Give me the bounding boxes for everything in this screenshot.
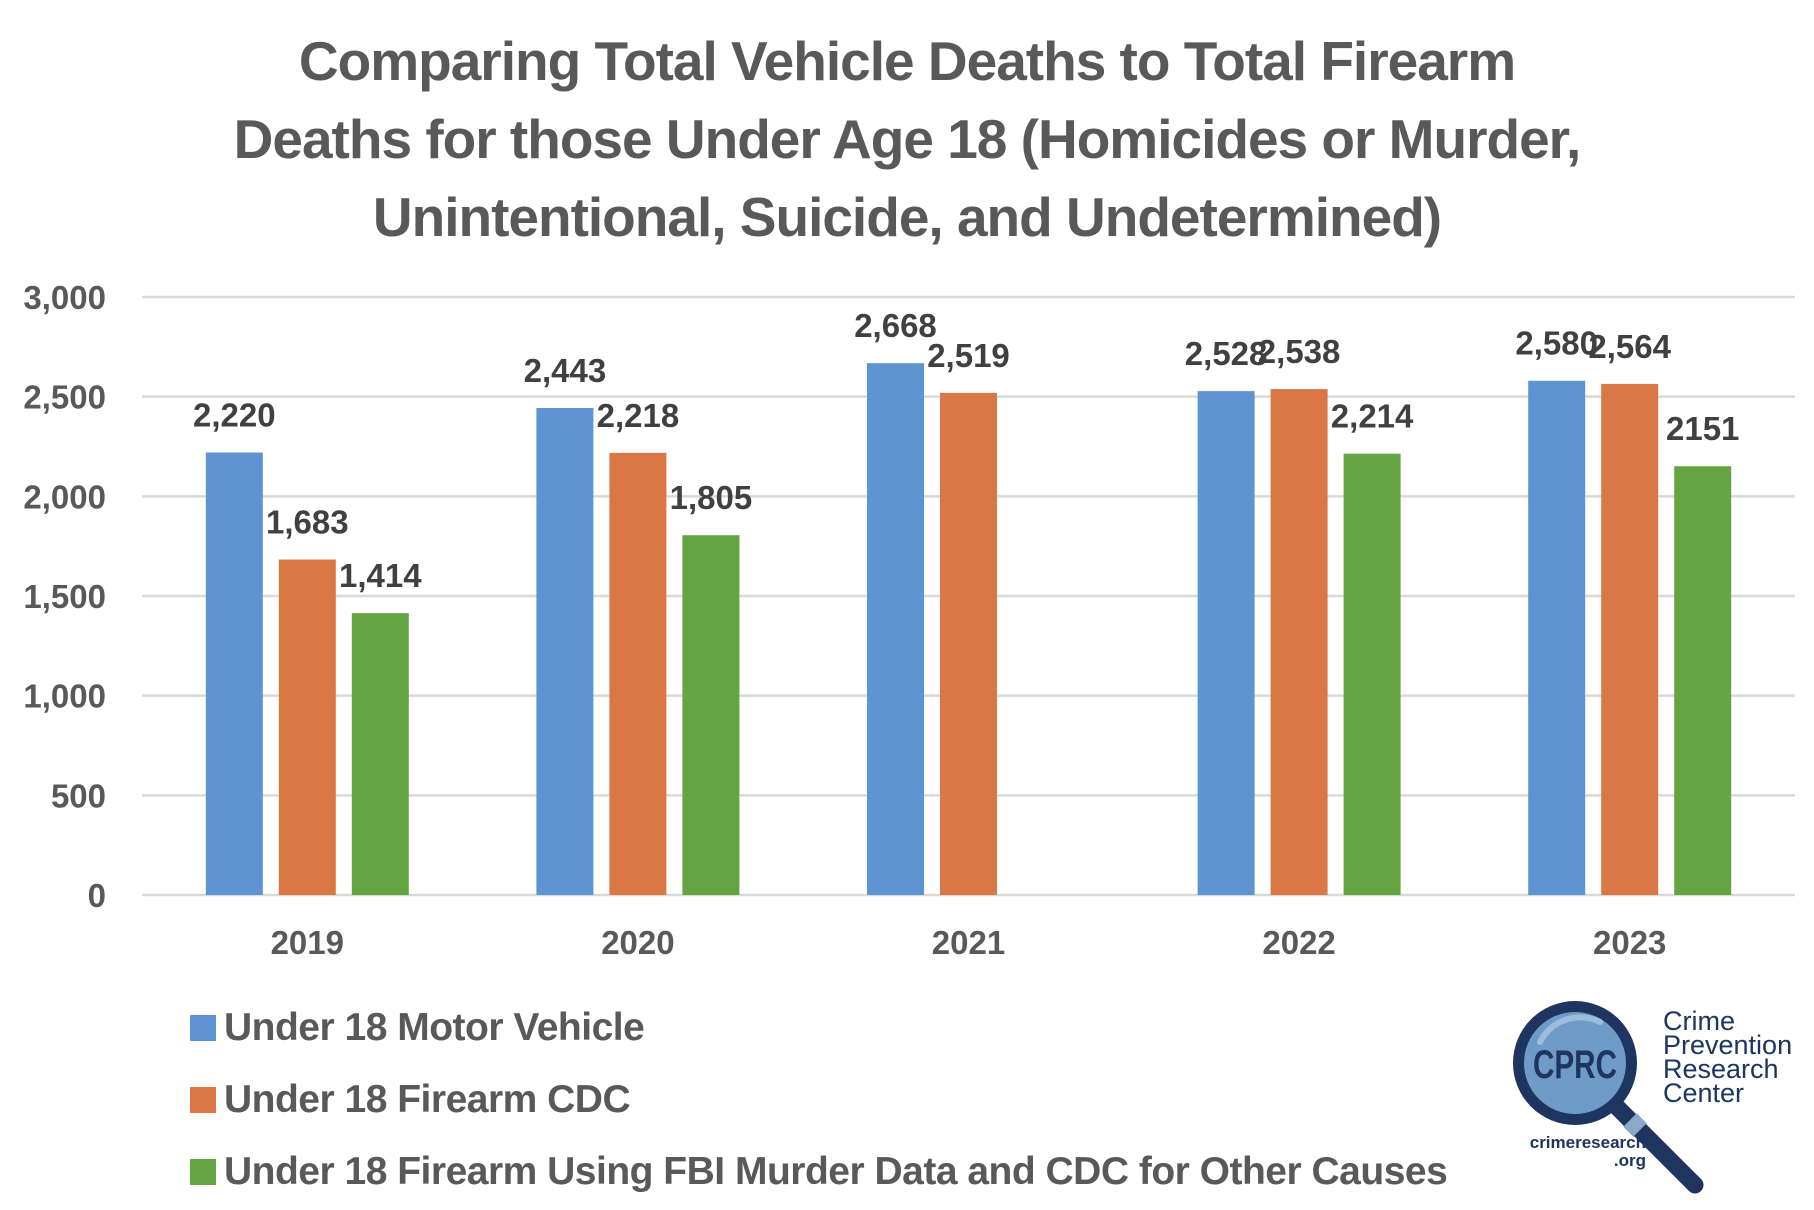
x-tick-label: 2019	[271, 924, 344, 961]
chart-title-line-3: Unintentional, Suicide, and Undetermined…	[372, 186, 1442, 248]
logo-badge-text: CPRC	[1533, 1043, 1617, 1087]
logo-url-line-1: crimeresearch	[1530, 1133, 1646, 1152]
bar-2023-series-3	[1674, 466, 1732, 895]
bar-2023-series-1	[1528, 380, 1586, 896]
bars	[205, 363, 1732, 896]
legend-label-firearm-fbi: Under 18 Firearm Using FBI Murder Data a…	[224, 1150, 1448, 1193]
logo-name-line-3: Research	[1663, 1054, 1779, 1084]
data-label-2022-series-2: 2,538	[1258, 333, 1341, 370]
legend-swatch-firearm-fbi	[190, 1159, 216, 1185]
bar-2022-series-3	[1343, 453, 1401, 895]
legend: Under 18 Motor Vehicle Under 18 Firearm …	[190, 992, 1448, 1208]
y-tick-label: 500	[51, 777, 106, 814]
data-label-2023-series-2: 2,564	[1588, 328, 1671, 365]
data-label-2019-series-2: 1,683	[266, 504, 349, 541]
y-tick-label: 1,000	[23, 678, 106, 715]
data-label-2019-series-3: 1,414	[339, 557, 422, 594]
bar-2021-series-1	[867, 363, 924, 895]
magnifying-glass-icon: CPRC	[1513, 1001, 1704, 1194]
x-axis-tick-labels: 2019 2020 2021 2022 2023	[271, 924, 1667, 961]
y-tick-label: 3,000	[23, 279, 106, 316]
bar-2022-series-1	[1197, 391, 1255, 895]
cprc-logo: CPRC Crime Prevention Research Center cr…	[1513, 1001, 1792, 1194]
legend-item-firearm-fbi: Under 18 Firearm Using FBI Murder Data a…	[190, 1136, 1448, 1208]
legend-label-motor-vehicle: Under 18 Motor Vehicle	[224, 1006, 645, 1049]
data-label-2020-series-2: 2,218	[597, 397, 680, 434]
logo-name-line-4: Center	[1663, 1078, 1744, 1108]
logo-name-line-1: Crime	[1663, 1006, 1735, 1036]
legend-label-firearm-cdc: Under 18 Firearm CDC	[224, 1078, 631, 1121]
bar-2023-series-2	[1601, 383, 1659, 895]
data-label-2022-series-1: 2,528	[1185, 335, 1268, 372]
data-label-2019-series-1: 2,220	[193, 396, 276, 433]
bar-2021-series-2	[940, 392, 997, 895]
data-label-2023-series-1: 2,580	[1515, 325, 1598, 362]
data-label-2020-series-3: 1,805	[670, 479, 753, 516]
y-tick-label: 2,000	[23, 478, 106, 515]
bar-2020-series-3	[682, 535, 740, 895]
bar-2022-series-2	[1270, 389, 1328, 895]
legend-swatch-motor-vehicle	[190, 1015, 216, 1041]
data-label-2021-series-2: 2,519	[927, 337, 1010, 374]
legend-swatch-firearm-cdc	[190, 1087, 216, 1113]
logo-url-line-2: .org	[1614, 1151, 1646, 1170]
x-tick-label: 2020	[601, 924, 674, 961]
bar-chart: 0 500 1,000 1,500 2,000 2,500 3,000 2,220 1,683…	[23, 279, 1795, 961]
data-label-2020-series-1: 2,443	[524, 352, 607, 389]
y-axis-tick-labels: 0 500 1,000 1,500 2,000 2,500 3,000	[23, 279, 106, 914]
data-label-2022-series-3: 2,214	[1331, 398, 1414, 435]
y-tick-label: 1,500	[23, 578, 106, 615]
logo-name-line-2: Prevention	[1663, 1030, 1792, 1060]
legend-item-motor-vehicle: Under 18 Motor Vehicle	[190, 992, 1447, 1064]
legend-item-firearm-cdc: Under 18 Firearm CDC	[190, 1064, 1447, 1136]
chart-title: Comparing Total Vehicle Deaths to Total …	[0, 22, 1814, 256]
bar-2020-series-2	[609, 452, 667, 895]
x-tick-label: 2022	[1262, 924, 1335, 961]
x-tick-label: 2021	[932, 924, 1005, 961]
data-label-2021-series-1: 2,668	[854, 307, 937, 344]
bar-2019-series-2	[278, 559, 336, 895]
bar-2020-series-1	[536, 408, 594, 895]
y-tick-label: 0	[88, 877, 106, 914]
bar-2019-series-1	[205, 452, 263, 895]
data-labels: 2,220 1,683 1,414 2,443 2,218 1,805 2,6682,519…	[193, 307, 1739, 594]
data-label-2023-series-3: 2151	[1666, 410, 1739, 447]
bar-2019-series-3	[351, 613, 409, 895]
x-tick-label: 2023	[1593, 924, 1666, 961]
chart-title-line-1: Comparing Total Vehicle Deaths to Total …	[298, 30, 1516, 92]
chart-title-line-2: Deaths for those Under Age 18 (Homicides…	[233, 108, 1582, 170]
y-tick-label: 2,500	[23, 379, 106, 416]
